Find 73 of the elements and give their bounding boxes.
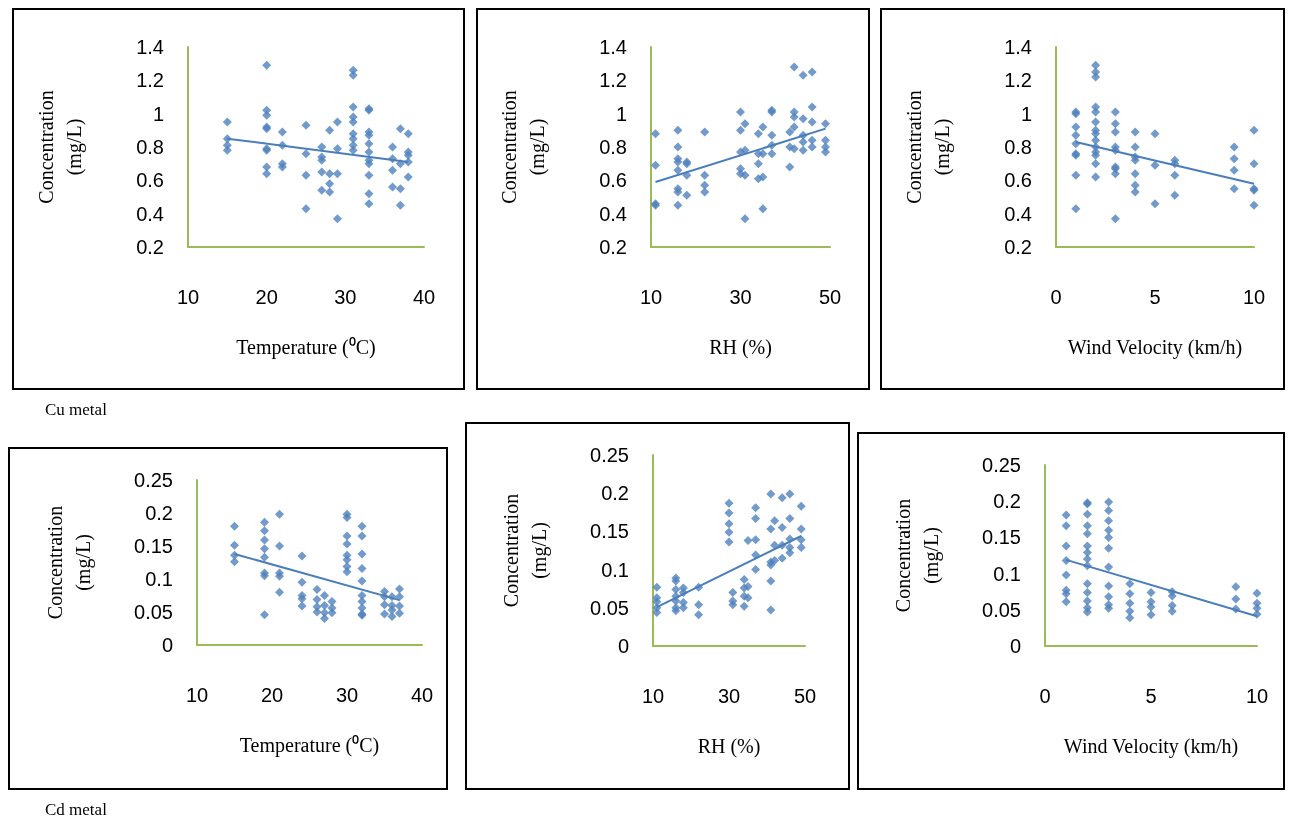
x-tick-label: 30 xyxy=(729,286,752,308)
x-tick-label: 30 xyxy=(717,685,741,707)
y-tick-label: 0.6 xyxy=(599,169,627,192)
x-tick-label: 0 xyxy=(1039,685,1051,707)
x-tick-label: 5 xyxy=(1149,286,1161,308)
y-tick-label: 0.4 xyxy=(599,202,627,225)
x-tick-label: 20 xyxy=(260,684,284,706)
y-axis-title: Concentration (mg/L) xyxy=(35,90,86,204)
y-tick-label: 0.2 xyxy=(136,236,164,258)
x-tick-label: 10 xyxy=(185,684,209,706)
x-axis-title: RH (%) xyxy=(697,735,761,758)
x-tick-label: 5 xyxy=(1145,685,1157,707)
x-axis-title: Wind Velocity (km/h) xyxy=(1067,336,1243,359)
x-tick-label: 10 xyxy=(176,286,200,308)
y-tick-label: 1 xyxy=(615,102,627,125)
y-tick-label: 0.05 xyxy=(590,596,629,619)
x-tick-label: 40 xyxy=(412,286,436,308)
x-tick-label: 30 xyxy=(334,286,357,308)
y-tick-label: 0.25 xyxy=(590,444,629,466)
x-tick-label: 10 xyxy=(641,685,665,707)
x-tick-label: 50 xyxy=(793,685,817,707)
y-tick-label: 0.15 xyxy=(982,526,1021,549)
y-tick-label: 0.6 xyxy=(136,169,164,192)
x-axis-title: RH (%) xyxy=(709,336,772,359)
y-tick-label: 1.4 xyxy=(1004,36,1032,58)
y-tick-label: 0.25 xyxy=(982,454,1021,476)
y-tick-label: 0.8 xyxy=(599,136,627,158)
x-tick-label: 50 xyxy=(818,286,842,308)
y-tick-label: 0 xyxy=(617,635,629,657)
x-tick-label: 10 xyxy=(1245,685,1269,707)
x-axis-title: Temperature (⁰C) xyxy=(239,734,380,757)
y-tick-label: 0.2 xyxy=(993,490,1021,513)
y-tick-label: 0.1 xyxy=(145,568,173,590)
x-tick-label: 0 xyxy=(1050,286,1062,308)
y-tick-label: 0.15 xyxy=(590,520,629,543)
y-tick-label: 0.1 xyxy=(993,562,1021,585)
y-tick-label: 1 xyxy=(1020,102,1032,125)
y-tick-label: 0 xyxy=(1009,635,1021,657)
y-tick-label: 0 xyxy=(161,634,173,656)
text: Cu metal xyxy=(45,400,107,420)
text: Cd metal xyxy=(45,800,107,816)
y-axis-title: Concentration (mg/L) xyxy=(892,498,943,613)
x-tick-label: 30 xyxy=(335,684,359,706)
y-tick-label: 0.05 xyxy=(134,601,173,623)
x-tick-label: 20 xyxy=(255,286,278,308)
y-tick-label: 0.05 xyxy=(982,598,1021,621)
y-tick-label: 1.4 xyxy=(136,36,164,58)
y-tick-label: 0.2 xyxy=(601,482,629,505)
y-tick-label: 0.2 xyxy=(599,236,627,258)
y-tick-label: 0.4 xyxy=(136,202,164,225)
y-axis-title: Concentration (mg/L) xyxy=(903,90,954,204)
y-tick-label: 0.15 xyxy=(134,535,173,557)
y-axis-title: Concentration (mg/L) xyxy=(44,505,95,620)
y-tick-label: 0.8 xyxy=(1004,136,1032,158)
y-tick-label: 0.4 xyxy=(1004,202,1032,225)
x-tick-label: 10 xyxy=(1242,286,1266,308)
y-tick-label: 0.2 xyxy=(145,502,173,524)
y-tick-label: 0.25 xyxy=(134,469,173,491)
y-axis-title: Concentration (mg/L) xyxy=(498,90,549,204)
x-tick-label: 10 xyxy=(639,286,663,308)
y-tick-label: 0.8 xyxy=(136,136,164,158)
y-tick-label: 0.1 xyxy=(601,558,629,581)
y-tick-label: 1.2 xyxy=(136,69,164,92)
x-axis-title: Wind Velocity (km/h) xyxy=(1063,735,1239,758)
y-tick-label: 0.6 xyxy=(1004,169,1032,192)
x-axis-title: Temperature (⁰C) xyxy=(236,336,376,359)
y-tick-label: 1.2 xyxy=(599,69,627,92)
x-tick-label: 40 xyxy=(410,684,434,706)
y-tick-label: 1.4 xyxy=(599,36,627,58)
y-tick-label: 0.2 xyxy=(1004,236,1032,258)
y-axis-title: Concentration (mg/L) xyxy=(500,493,551,608)
y-tick-label: 1 xyxy=(152,102,164,125)
y-tick-label: 1.2 xyxy=(1004,69,1032,92)
